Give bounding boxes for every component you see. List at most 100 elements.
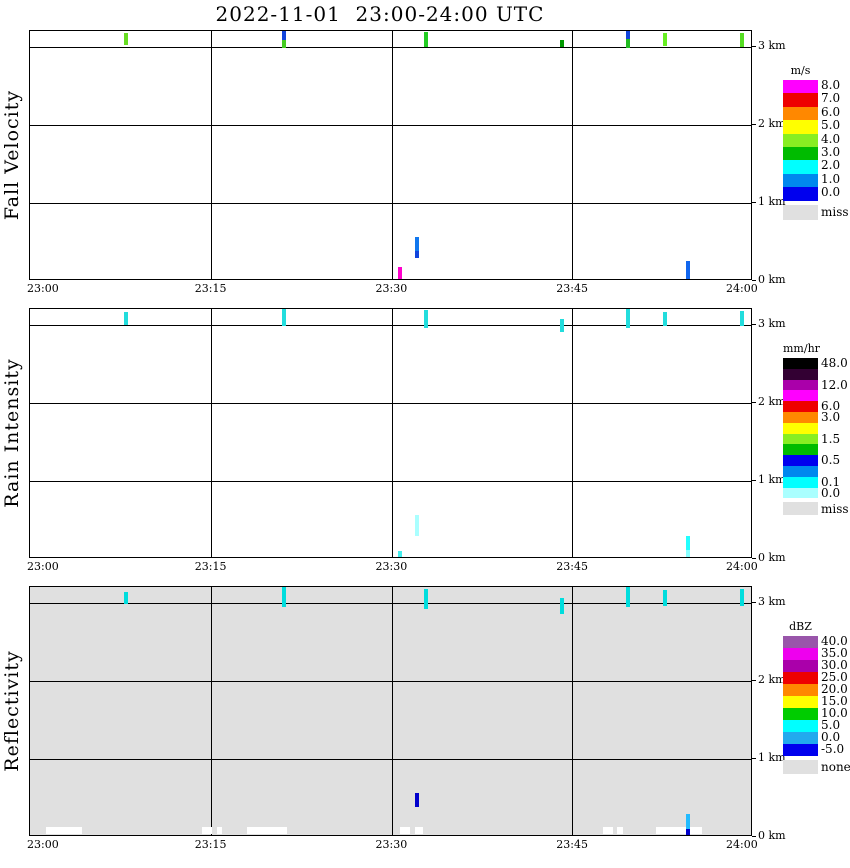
xtick-label: 23:45 xyxy=(556,838,588,851)
plot-area-rain-intensity xyxy=(30,309,751,557)
data-mark xyxy=(424,588,429,609)
xtick-label: 23:15 xyxy=(194,282,227,295)
xtick-label: 23:45 xyxy=(556,560,588,573)
colorbar-cell xyxy=(783,411,818,423)
colorbar-cell xyxy=(783,648,818,660)
colorbar-cell xyxy=(783,476,818,488)
colorbar-label: 1.0 xyxy=(821,171,841,186)
xtick-label: 23:00 xyxy=(27,282,59,295)
ytick-mark xyxy=(752,45,756,47)
gridline-time xyxy=(392,309,393,557)
colorbar-missing-swatch-fall-velocity xyxy=(783,204,818,220)
colorbar-label: 25.0 xyxy=(821,670,848,684)
colorbar-units-reflectivity: dBZ xyxy=(789,620,812,633)
colorbar-cell xyxy=(783,720,818,732)
none-segment xyxy=(246,827,288,834)
gridline-time xyxy=(572,309,573,557)
colorbar-strip-fall-velocity xyxy=(783,80,818,201)
colorbar-label: 1.5 xyxy=(821,431,841,446)
colorbar-cell xyxy=(783,433,818,445)
colorbar-label: 3.0 xyxy=(821,410,841,424)
plot-area-reflectivity xyxy=(30,587,751,835)
gridline-2km xyxy=(30,680,751,682)
colorbar-label: 3.0 xyxy=(821,145,841,159)
colorbar-label: 15.0 xyxy=(821,694,848,708)
colorbar-cell xyxy=(783,708,818,720)
ytick-label: 1 km xyxy=(758,472,786,486)
data-mark xyxy=(398,266,403,279)
xtick-label: 23:00 xyxy=(27,560,59,573)
ytick-label: 0 km xyxy=(758,551,786,564)
colorbar-label: 6.0 xyxy=(821,399,841,414)
colorbar-label: 10.0 xyxy=(821,706,848,720)
colorbar-cell xyxy=(783,465,818,477)
colorbar-label: 6.0 xyxy=(821,104,841,119)
colorbar-cell xyxy=(783,487,818,499)
colorbar-cell xyxy=(783,684,818,696)
colorbar-label: 2.0 xyxy=(821,158,841,173)
xtick-label: 23:15 xyxy=(194,560,227,573)
ytick-mark xyxy=(752,679,756,681)
colorbar-label: 5.0 xyxy=(821,118,841,133)
page-title: 2022-11-01 23:00-24:00 UTC xyxy=(215,2,545,26)
ytick-label: 2 km xyxy=(758,672,786,686)
gridline-time xyxy=(572,587,573,835)
gridline-1km xyxy=(30,202,751,204)
xtick-label: 23:15 xyxy=(194,838,227,851)
panel-fall-velocity xyxy=(29,30,752,280)
data-mark xyxy=(740,310,745,327)
gridline-3km xyxy=(30,602,751,604)
colorbar-label: 0.5 xyxy=(821,453,841,468)
colorbar-cell xyxy=(783,146,818,161)
gridline-1km xyxy=(30,480,751,482)
gridline-3km xyxy=(30,324,751,326)
data-mark xyxy=(414,250,419,258)
colorbar-label: 12.0 xyxy=(821,377,848,392)
colorbar-label: 0.0 xyxy=(821,185,841,200)
colorbar-cell xyxy=(783,379,818,391)
data-mark xyxy=(662,590,667,606)
colorbar-label: 0.0 xyxy=(821,730,841,744)
xtick-label: 23:30 xyxy=(375,282,408,295)
ytick-label: 3 km xyxy=(758,38,786,52)
ytick-mark xyxy=(752,401,756,403)
ytick-label: 0 km xyxy=(758,829,786,842)
gridline-2km xyxy=(30,124,751,126)
data-mark xyxy=(124,591,129,605)
data-mark xyxy=(625,309,630,328)
colorbar-strip-reflectivity xyxy=(783,636,818,756)
colorbar-label: 0.1 xyxy=(821,474,841,489)
none-segment xyxy=(202,827,213,834)
colorbar-label: 48.0 xyxy=(821,356,848,370)
gridline-time xyxy=(211,587,212,835)
colorbar-cell xyxy=(783,368,818,380)
colorbar-cell xyxy=(783,133,818,147)
data-mark xyxy=(124,32,129,46)
data-mark xyxy=(625,31,630,39)
data-mark xyxy=(685,549,690,557)
ytick-label: 2 km xyxy=(758,116,786,130)
colorbar-cell xyxy=(783,672,818,684)
colorbar-missing-label-rain-intensity: miss xyxy=(821,502,849,517)
colorbar-cell xyxy=(783,636,818,648)
colorbar-missing-label-fall-velocity: miss xyxy=(821,204,849,219)
xtick-label: 23:00 xyxy=(27,838,59,851)
colorbar-label: 7.0 xyxy=(821,91,841,106)
data-mark xyxy=(685,813,690,830)
gridline-time xyxy=(392,587,393,835)
ytick-mark xyxy=(752,323,756,325)
colorbar-cell xyxy=(783,444,818,456)
none-segment xyxy=(617,827,623,834)
data-mark xyxy=(398,551,403,557)
data-mark xyxy=(625,587,630,608)
colorbar-label: 5.0 xyxy=(821,718,841,732)
gridline-time xyxy=(572,31,573,279)
ytick-mark xyxy=(752,601,756,603)
gridline-time xyxy=(211,31,212,279)
ytick-mark xyxy=(752,836,756,837)
ytick-mark xyxy=(752,201,756,203)
colorbar-strip-rain-intensity xyxy=(783,358,818,499)
ytick-label: 1 km xyxy=(758,750,786,764)
colorbar-cell xyxy=(783,455,818,466)
xtick-label: 24:00 xyxy=(726,560,758,573)
